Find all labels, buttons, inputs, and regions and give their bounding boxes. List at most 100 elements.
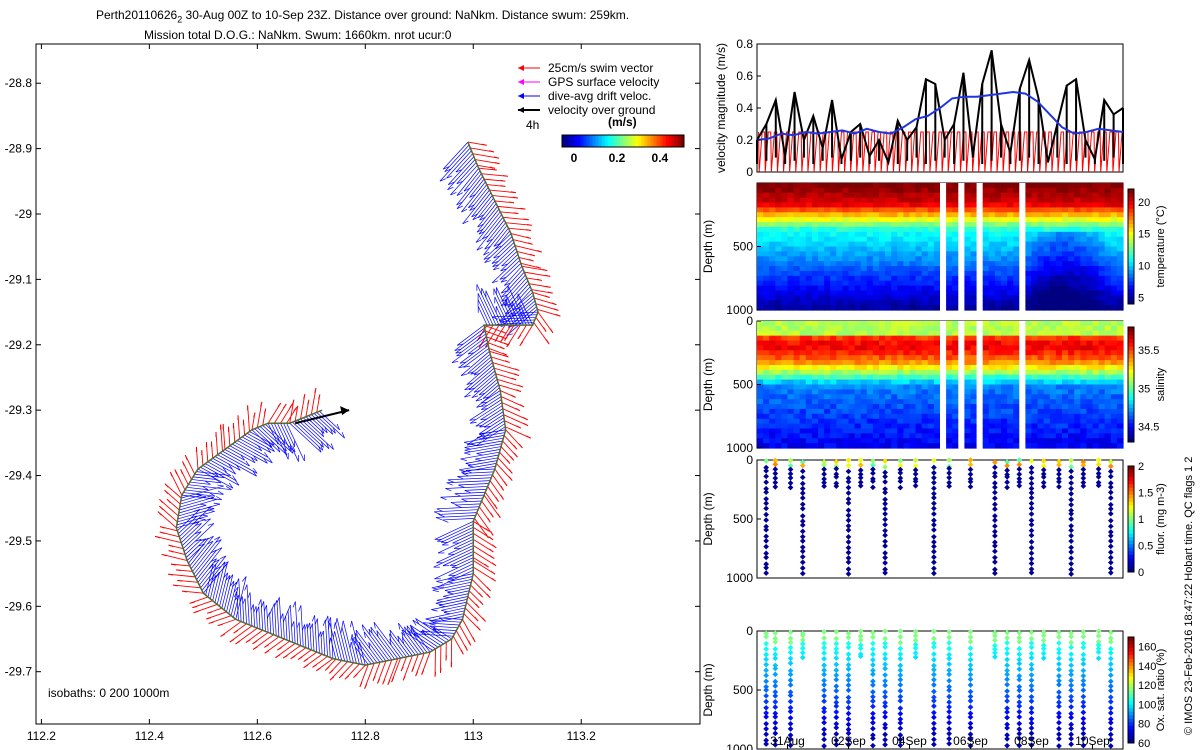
- temperature-cell: [1092, 261, 1100, 267]
- drift-vector: [313, 413, 336, 434]
- temperature-cell: [830, 241, 837, 248]
- drift-vector-head: [247, 592, 251, 599]
- fluor-point: [799, 565, 806, 571]
- temperature-cell: [830, 266, 837, 272]
- temperature-cell: [866, 207, 874, 213]
- fluor-colorbar-swatch: [1128, 476, 1134, 481]
- temperature-cell: [1055, 226, 1063, 233]
- drift-vector-head: [501, 263, 508, 267]
- salinity-cell: [1116, 360, 1124, 366]
- map-x-tick-label: 112.6: [243, 729, 272, 743]
- drift-vector: [239, 438, 262, 452]
- salinity-cell: [769, 321, 776, 327]
- drift-vector: [351, 620, 363, 665]
- map-vectors: [154, 141, 561, 689]
- salinity-cell: [842, 438, 850, 444]
- salinity-cell: [872, 428, 880, 434]
- salinity-cell: [915, 394, 923, 400]
- salinity-cell: [1037, 428, 1045, 434]
- salinity-cell: [1104, 408, 1112, 415]
- temperature-cell: [757, 231, 764, 238]
- drift-vector: [255, 606, 258, 629]
- salinity-cell: [848, 413, 856, 420]
- drift-vector-head: [256, 606, 260, 613]
- salinity-cell: [842, 428, 850, 434]
- drift-vector: [229, 445, 258, 462]
- temperature-cell: [775, 222, 782, 228]
- fluor-point: [946, 465, 952, 472]
- drift-vector-head: [250, 604, 254, 611]
- temperature-cell: [1098, 295, 1106, 301]
- drift-vector-head: [291, 621, 295, 628]
- salinity-cell: [836, 413, 843, 420]
- fluor-point: [763, 473, 769, 480]
- salinity-cell: [872, 438, 880, 444]
- temperature-cell: [1068, 266, 1075, 272]
- temperature-cell: [1062, 197, 1069, 204]
- drift-vector-head: [459, 469, 466, 472]
- salinity-cell: [909, 340, 917, 347]
- salinity-cell: [946, 340, 953, 347]
- salinity-cell: [1013, 428, 1020, 434]
- temperature-cell: [1092, 305, 1100, 311]
- salinity-cell: [946, 350, 953, 356]
- drift-vector-head: [215, 566, 222, 570]
- salinity-cell: [818, 399, 825, 405]
- drift-vector: [197, 468, 234, 489]
- salinity-cell: [982, 335, 990, 342]
- salinity-cell: [970, 438, 978, 444]
- salinity-cell: [921, 374, 929, 381]
- temperature-cell: [787, 246, 795, 252]
- temperature-cell: [854, 183, 862, 189]
- salinity-cell: [830, 364, 837, 371]
- salinity-cell: [946, 408, 953, 415]
- temperature-cell: [793, 246, 801, 252]
- temperature-cell: [1049, 290, 1057, 296]
- drift-vector-head: [350, 620, 352, 628]
- salinity-cell: [1092, 379, 1100, 386]
- temperature-cell: [793, 300, 801, 306]
- salinity-cell: [854, 355, 862, 361]
- fluor-point: [946, 470, 952, 476]
- oxygen-point: [763, 698, 769, 705]
- temperature-cell: [1110, 236, 1118, 243]
- oxygen-point: [821, 736, 827, 743]
- temperature-cell: [787, 290, 795, 296]
- salinity-cell: [1025, 438, 1033, 444]
- temperature-cell: [921, 305, 929, 311]
- temperature-cell: [775, 256, 782, 262]
- temperature-cell: [946, 300, 953, 306]
- swim-vector-head: [518, 384, 524, 388]
- salinity-cell: [811, 340, 819, 347]
- salinity-cell: [836, 433, 843, 439]
- swim-vector-head: [536, 250, 542, 253]
- temperature-cell: [970, 305, 978, 311]
- temperature-cell: [946, 197, 953, 204]
- fluor-point: [1028, 469, 1035, 476]
- salinity-cell: [1098, 384, 1106, 390]
- salinity-cell: [921, 335, 929, 342]
- temperature-cell: [933, 197, 941, 204]
- oxygen-point: [833, 676, 840, 683]
- swim-vector-head: [164, 483, 169, 488]
- temperature-cell: [1037, 266, 1045, 272]
- salinity-cell: [903, 418, 911, 425]
- fluor-point: [1068, 480, 1074, 486]
- salinity-cell: [885, 413, 892, 420]
- fluor-point: [882, 464, 888, 470]
- salinity-cell: [1055, 423, 1063, 430]
- temperature-cell: [970, 256, 978, 262]
- swim-vector-head: [523, 417, 528, 421]
- temperature-cell: [976, 241, 984, 248]
- drift-vector-head: [479, 432, 486, 435]
- drift-vector-head: [202, 486, 209, 491]
- drift-vector-head: [451, 360, 459, 363]
- fluor-cells: [763, 457, 1114, 577]
- salinity-cell: [1019, 433, 1026, 439]
- swim-vector-head: [159, 505, 164, 511]
- temperature-cell: [1110, 305, 1118, 311]
- drift-vector-head: [223, 572, 228, 579]
- temperature-cell: [970, 275, 978, 282]
- temperature-cell: [879, 285, 886, 292]
- salinity-cell: [1001, 438, 1008, 444]
